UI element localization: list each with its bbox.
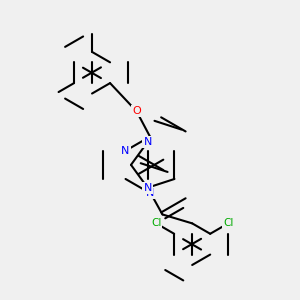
Text: Cl: Cl — [223, 218, 233, 228]
Text: Cl: Cl — [151, 218, 161, 228]
Text: N: N — [146, 188, 154, 198]
Text: N: N — [143, 137, 152, 147]
Text: N: N — [122, 146, 130, 156]
Text: O: O — [132, 106, 141, 116]
Text: N: N — [143, 183, 152, 193]
